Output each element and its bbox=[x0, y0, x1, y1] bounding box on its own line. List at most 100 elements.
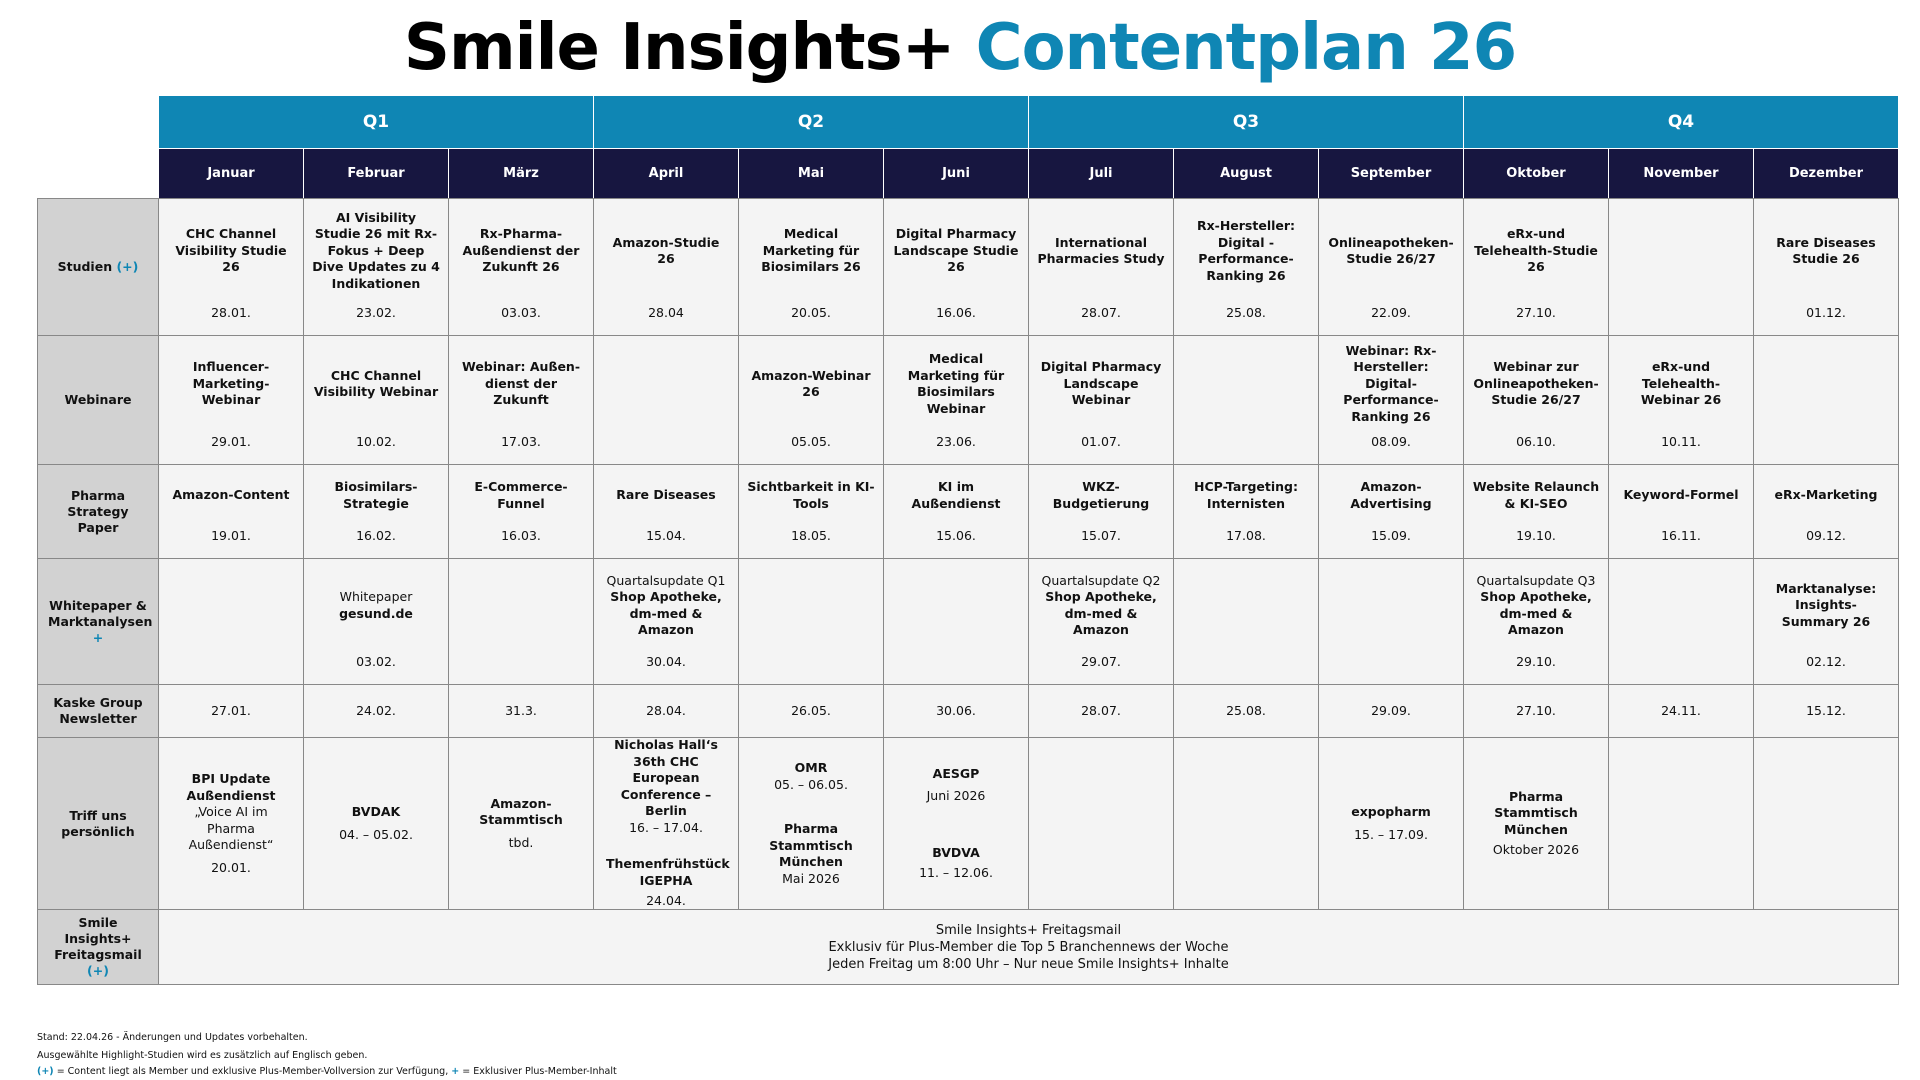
cell-webinare bbox=[1754, 336, 1899, 465]
cell-title: AI Visibility Studie 26 mit Rx-Fokus + D… bbox=[312, 209, 440, 291]
cell-pharma: E-Commerce-Funnel 16.03. bbox=[449, 465, 594, 559]
cell-pharma: Amazon-Content 19.01. bbox=[159, 465, 304, 559]
event-cell-empty bbox=[1754, 738, 1899, 910]
cell-body: International Pharmacies Study bbox=[1032, 199, 1170, 303]
row-label-treffen: Triff uns persönlich bbox=[37, 738, 159, 910]
cell-studien: Medical Marketing für Biosimilars 26 20.0… bbox=[739, 198, 884, 336]
cell-pharma: HCP-Targeting: Internisten 17.08. bbox=[1174, 465, 1319, 559]
cell-body: Amazon-Content bbox=[162, 465, 300, 526]
newsletter-date-cell: 28.04. bbox=[594, 685, 739, 738]
cell-body: Marktanalyse: Insights-Summary 26 bbox=[1757, 559, 1895, 652]
cell-body bbox=[887, 559, 1025, 652]
cell-title: Website Relaunch & KI-SEO bbox=[1472, 479, 1600, 511]
month-header: Dezember bbox=[1754, 148, 1899, 198]
cell-body: eRx-Marketing bbox=[1757, 465, 1895, 526]
cell-title: eRx-und Telehealth-Studie 26 bbox=[1474, 226, 1598, 275]
month-header: März bbox=[449, 148, 594, 198]
newsletter-date: 27.01. bbox=[211, 702, 251, 718]
row-label-pharma: Pharma Strategy Paper bbox=[37, 465, 159, 559]
cell-date: 15.06. bbox=[936, 527, 976, 543]
cell-whitepaper bbox=[1319, 559, 1464, 685]
newsletter-date-cell: 26.05. bbox=[739, 685, 884, 738]
cell-date: 02.12. bbox=[1806, 653, 1846, 669]
cell-pharma: Amazon-Advertising 15.09. bbox=[1319, 465, 1464, 559]
cell-body: Rare Diseases bbox=[597, 465, 735, 526]
cell-date: 23.06. bbox=[936, 433, 976, 449]
cell-date: 29.07. bbox=[1081, 653, 1121, 669]
cell-body: WKZ-Budgetierung bbox=[1032, 465, 1170, 526]
cell-date: 10.11. bbox=[1661, 433, 1701, 449]
cell-date: 15.04. bbox=[646, 527, 686, 543]
cell-webinare bbox=[594, 336, 739, 465]
cell-date: 03.02. bbox=[356, 653, 396, 669]
cell-whitepaper bbox=[449, 559, 594, 685]
month-header: November bbox=[1609, 148, 1754, 198]
cell-whitepaper: Quartalsupdate Q1 Shop Apotheke, dm-med &… bbox=[594, 559, 739, 685]
cell-body: CHC Channel Visibility Webinar bbox=[307, 336, 445, 432]
plus-marker-icon: (+) bbox=[37, 1066, 54, 1077]
row-label-whitepaper: Whitepaper & Marktanalysen + bbox=[37, 559, 159, 685]
cell-studien: Onlineapotheken-Studie 26/27 22.09. bbox=[1319, 198, 1464, 336]
row-label-freitagsmail: Smile Insights+ Freitagsmail (+) bbox=[37, 910, 159, 985]
cell-title: Sichtbarkeit in KI-Tools bbox=[747, 479, 875, 511]
cell-webinare bbox=[1174, 336, 1319, 465]
cell-pharma: Sichtbarkeit in KI-Tools 18.05. bbox=[739, 465, 884, 559]
cell-title: gesund.de bbox=[339, 605, 413, 621]
newsletter-date-cell: 31.3. bbox=[449, 685, 594, 738]
cell-webinare: CHC Channel Visibility Webinar 10.02. bbox=[304, 336, 449, 465]
month-header: Januar bbox=[159, 148, 304, 198]
footer-english-note: Ausgewählte Highlight-Studien wird es zu… bbox=[37, 1050, 368, 1061]
cell-pharma: Keyword-Formel 16.11. bbox=[1609, 465, 1754, 559]
cell-title: Amazon-Studie 26 bbox=[612, 234, 720, 267]
cell-body: Keyword-Formel bbox=[1612, 465, 1750, 526]
cell-date: 19.01. bbox=[211, 527, 251, 543]
cell-studien: International Pharmacies Study 28.07. bbox=[1029, 198, 1174, 336]
newsletter-date-cell: 27.01. bbox=[159, 685, 304, 738]
event-cell-may: OMR 05. – 06.05. Pharma Stammtisch Münch… bbox=[739, 738, 884, 910]
cell-title: CHC Channel Visibility Webinar bbox=[313, 367, 439, 400]
cell-webinare: Influencer-Marketing-Webinar 29.01. bbox=[159, 336, 304, 465]
cell-date: 19.10. bbox=[1516, 527, 1556, 543]
cell-webinare: Digital Pharmacy Landscape Webinar 01.07. bbox=[1029, 336, 1174, 465]
newsletter-date-cell: 27.10. bbox=[1464, 685, 1609, 738]
cell-studien: eRx-und Telehealth-Studie 26 27.10. bbox=[1464, 198, 1609, 336]
cell-title: Onlineapotheken-Studie 26/27 bbox=[1328, 234, 1454, 267]
content-plan-table: Q1 Q2 Q3 Q4 Januar Februar März April Ma… bbox=[37, 96, 1899, 985]
month-header: Juli bbox=[1029, 148, 1174, 198]
month-header: September bbox=[1319, 148, 1464, 198]
cell-title: E-Commerce-Funnel bbox=[474, 479, 568, 511]
cell-date: 10.02. bbox=[356, 433, 396, 449]
cell-title: Shop Apotheke, dm-med & Amazon bbox=[1045, 589, 1157, 637]
cell-body: Medical Marketing für Biosimilars 26 bbox=[742, 199, 880, 303]
cell-date: 01.07. bbox=[1081, 433, 1121, 449]
cell-date: 03.03. bbox=[501, 304, 541, 320]
month-header: Mai bbox=[739, 148, 884, 198]
cell-date: 22.09. bbox=[1371, 304, 1411, 320]
plus-marker-icon: + bbox=[451, 1066, 460, 1077]
newsletter-date: 24.11. bbox=[1661, 702, 1701, 718]
cell-date: 17.03. bbox=[501, 433, 541, 449]
cell-body: eRx-und Telehealth-Studie 26 bbox=[1467, 199, 1605, 303]
cell-date: 16.06. bbox=[936, 304, 976, 320]
cell-body: Amazon-Advertising bbox=[1322, 465, 1460, 526]
cell-body: Quartalsupdate Q1 Shop Apotheke, dm-med &… bbox=[597, 559, 735, 652]
cell-date: 06.10. bbox=[1516, 433, 1556, 449]
cell-title: Rx-Pharma-Außendienst der Zukunft 26 bbox=[462, 226, 580, 275]
cell-date: 15.07. bbox=[1081, 527, 1121, 543]
cell-body: Whitepaper gesund.de bbox=[307, 559, 445, 652]
cell-title: eRx-und Telehealth-Webinar 26 bbox=[1640, 359, 1722, 408]
cell-body bbox=[742, 559, 880, 652]
month-header: Juni bbox=[884, 148, 1029, 198]
month-header: April bbox=[594, 148, 739, 198]
month-header: August bbox=[1174, 148, 1319, 198]
cell-title: HCP-Targeting: Internisten bbox=[1194, 479, 1298, 511]
cell-studien: CHC Channel Visibility Studie 26 28.01. bbox=[159, 198, 304, 336]
cell-title: Webinar: Rx-Hersteller: Digital-Performa… bbox=[1343, 342, 1439, 424]
cell-body: CHC Channel Visibility Studie 26 bbox=[162, 199, 300, 303]
cell-body: Digital Pharmacy Landscape Studie 26 bbox=[887, 199, 1025, 303]
cell-title: Shop Apotheke, dm-med & Amazon bbox=[1480, 589, 1592, 637]
cell-body: Rare Diseases Studie 26 bbox=[1757, 199, 1895, 303]
cell-title: Biosimilars-Strategie bbox=[334, 479, 418, 511]
cell-title: Shop Apotheke, dm-med & Amazon bbox=[610, 589, 722, 637]
cell-date: 30.04. bbox=[646, 653, 686, 669]
